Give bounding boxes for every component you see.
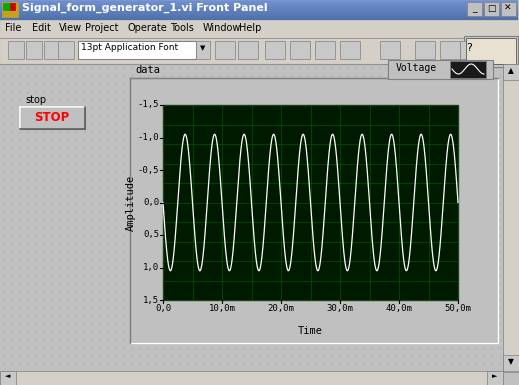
Text: stop: stop — [25, 95, 46, 105]
Text: 50,0m: 50,0m — [445, 304, 471, 313]
Bar — [8, 41, 24, 59]
Bar — [467, 2, 482, 16]
Bar — [163, 105, 458, 300]
Bar — [0, 38, 464, 64]
Text: 30,0m: 30,0m — [326, 304, 353, 313]
Text: Window: Window — [202, 23, 241, 33]
Bar — [10, 3, 15, 10]
Bar — [503, 64, 519, 372]
Text: Operate: Operate — [128, 23, 168, 33]
Bar — [0, 14, 517, 15]
Bar — [340, 41, 360, 59]
Bar — [0, 10, 517, 11]
Text: Time: Time — [298, 326, 323, 336]
Bar — [0, 9, 517, 10]
Text: 20,0m: 20,0m — [268, 304, 294, 313]
Text: □: □ — [487, 4, 495, 13]
Bar — [0, 18, 517, 19]
Bar — [460, 41, 478, 59]
Bar — [464, 36, 518, 67]
Text: _: _ — [472, 4, 476, 13]
Bar — [58, 41, 74, 59]
Text: STOP: STOP — [34, 111, 70, 124]
Text: -1,0: -1,0 — [138, 133, 159, 142]
Text: ▼: ▼ — [200, 45, 206, 51]
Text: 10,0m: 10,0m — [209, 304, 236, 313]
Text: 40,0m: 40,0m — [386, 304, 413, 313]
Bar — [78, 41, 196, 59]
Text: -1,5: -1,5 — [138, 100, 159, 109]
Bar — [3, 3, 10, 10]
Text: ▲: ▲ — [508, 66, 514, 75]
Text: Edit: Edit — [32, 23, 51, 33]
Bar — [238, 41, 258, 59]
Text: Tools: Tools — [170, 23, 194, 33]
Text: 0,0: 0,0 — [155, 304, 171, 313]
Bar — [0, 1, 517, 2]
Bar — [484, 2, 499, 16]
Bar — [0, 2, 517, 3]
Bar — [450, 61, 486, 78]
Bar — [380, 41, 400, 59]
Bar — [265, 41, 285, 59]
Bar — [503, 64, 519, 80]
Bar — [44, 41, 60, 59]
Bar — [290, 41, 310, 59]
Text: ✕: ✕ — [504, 4, 512, 13]
Bar — [503, 355, 519, 371]
Bar — [0, 8, 517, 9]
Bar — [0, 371, 503, 385]
Bar — [501, 2, 516, 16]
Text: Signal_form_generator_1.vi Front Panel: Signal_form_generator_1.vi Front Panel — [22, 3, 268, 13]
Bar — [0, 5, 517, 6]
Bar — [440, 41, 460, 59]
Text: 1,5: 1,5 — [143, 296, 159, 305]
Bar — [0, 4, 517, 5]
Text: data: data — [135, 65, 160, 75]
Bar — [0, 15, 517, 16]
Bar — [26, 41, 42, 59]
Bar — [0, 12, 517, 13]
Bar — [0, 20, 519, 38]
Bar — [0, 11, 517, 12]
Bar — [0, 3, 517, 4]
Bar — [196, 41, 210, 59]
Text: ◄: ◄ — [5, 373, 11, 379]
Bar — [0, 6, 517, 7]
Bar — [315, 41, 335, 59]
Bar — [0, 0, 517, 1]
Bar — [2, 2, 18, 17]
Text: 1,0: 1,0 — [143, 263, 159, 272]
Bar — [0, 16, 517, 17]
Text: File: File — [5, 23, 21, 33]
Bar — [415, 41, 435, 59]
Bar — [487, 371, 503, 385]
Bar — [388, 60, 493, 79]
Text: Project: Project — [86, 23, 119, 33]
Text: ?: ? — [466, 43, 472, 53]
Bar — [0, 7, 517, 8]
Bar — [0, 13, 517, 14]
Bar — [0, 19, 517, 20]
Text: ►: ► — [493, 373, 498, 379]
Bar — [0, 17, 517, 18]
Bar — [130, 78, 498, 343]
Text: View: View — [59, 23, 81, 33]
Text: ▼: ▼ — [508, 357, 514, 366]
Text: 0,0: 0,0 — [143, 198, 159, 207]
Text: Amplitude: Amplitude — [126, 174, 136, 231]
Bar — [464, 38, 519, 66]
Bar — [20, 107, 85, 129]
Text: Voltage: Voltage — [396, 63, 437, 73]
Bar — [466, 38, 516, 64]
Bar — [0, 371, 16, 385]
Text: 13pt Application Font: 13pt Application Font — [81, 43, 178, 52]
Text: -0,5: -0,5 — [138, 166, 159, 174]
Bar — [0, 64, 503, 371]
Bar — [215, 41, 235, 59]
Text: Help: Help — [239, 23, 262, 33]
Text: 0,5: 0,5 — [143, 231, 159, 239]
